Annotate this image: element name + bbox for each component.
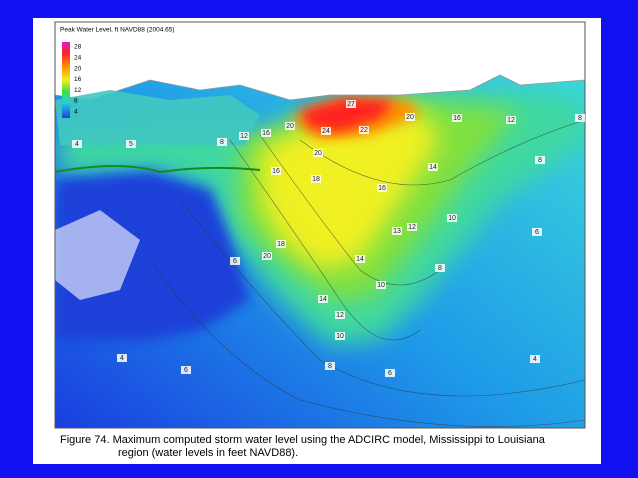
caption: region (water levels in feet NAVD88).	[118, 447, 298, 459]
contour-label: 16	[378, 185, 386, 192]
label-box	[532, 228, 542, 236]
contour-label: 6	[233, 258, 237, 265]
label-box	[376, 281, 386, 289]
label-box	[117, 354, 127, 362]
label-box	[428, 163, 438, 171]
label-box	[262, 252, 272, 260]
contour-label: 16	[453, 115, 461, 122]
contour-label: 18	[277, 241, 285, 248]
contour-label: 12	[240, 133, 248, 140]
label-box	[325, 362, 335, 370]
lake	[55, 90, 260, 145]
label-box	[405, 113, 415, 121]
contour-label: 14	[356, 256, 364, 263]
label-box	[359, 126, 369, 134]
legend-tick-label: 8	[74, 98, 78, 105]
coastline-road	[55, 165, 261, 174]
contour-label: 20	[286, 123, 294, 130]
contour-label: 6	[388, 370, 392, 377]
contour-label: 5	[129, 141, 133, 148]
label-box	[276, 240, 286, 248]
label-box	[385, 369, 395, 377]
label-box	[72, 140, 82, 148]
legend: 28 24 20 16 12 8 4	[74, 44, 82, 116]
label-box	[535, 156, 545, 164]
contour-label: 12	[408, 224, 416, 231]
contour-label: 8	[578, 115, 582, 122]
label-box	[271, 167, 281, 175]
label-box	[377, 184, 387, 192]
contour-label: 24	[322, 128, 330, 135]
contour-label: 18	[312, 176, 320, 183]
label-box	[506, 116, 516, 124]
legend-title: Peak Water Level, ft NAVD88 (2004.65)	[60, 27, 175, 34]
land-sw	[55, 210, 140, 300]
caption: Figure 74. Maximum computed storm water …	[60, 434, 546, 446]
label-box	[407, 223, 417, 231]
label-box	[346, 100, 356, 108]
contour-label: 8	[220, 139, 224, 146]
label-box	[126, 140, 136, 148]
legend-tick-label: 24	[74, 55, 82, 62]
label-box	[181, 366, 191, 374]
legend-tick-label: 12	[74, 87, 82, 94]
surge-peak	[300, 98, 395, 132]
label-box	[447, 214, 457, 222]
label-box	[217, 138, 227, 146]
contour-label: 4	[120, 355, 124, 362]
contour-label: 14	[319, 296, 327, 303]
contour-label: 27	[347, 101, 355, 108]
contour-label: 4	[533, 356, 537, 363]
legend-tick-label: 4	[74, 109, 78, 116]
contour-label: 16	[262, 130, 270, 137]
label-box	[230, 257, 240, 265]
surge-high	[260, 110, 440, 270]
label-box	[321, 127, 331, 135]
label-box	[335, 332, 345, 340]
contour-label: 12	[336, 312, 344, 319]
label-box	[335, 311, 345, 319]
label-box	[435, 264, 445, 272]
contour-label: 16	[272, 168, 280, 175]
label-box	[575, 114, 585, 122]
map-frame	[54, 21, 586, 429]
legend-tick-label: 28	[74, 44, 82, 51]
label-box	[239, 132, 249, 140]
contour-label: 13	[393, 228, 401, 235]
contour-label: 10	[377, 282, 385, 289]
label-box	[311, 175, 321, 183]
legend-tick-label: 20	[74, 65, 82, 72]
contour-label: 8	[538, 157, 542, 164]
contour-label: 22	[360, 127, 368, 134]
label-box	[261, 129, 271, 137]
legend-bar	[62, 42, 70, 118]
contour-label: 6	[184, 367, 188, 374]
label-box	[392, 227, 402, 235]
label-box	[318, 295, 328, 303]
contour-label: 8	[328, 363, 332, 370]
contour-label: 10	[448, 215, 456, 222]
contour-label: 20	[314, 150, 322, 157]
contour-label: 20	[406, 114, 414, 121]
contour-label: 12	[507, 117, 515, 124]
contour-labels: 4 5 8 12 16 20 27 24 22 20 16 12 8 8 20 16 18 16 14 10 12 13 1…	[72, 100, 585, 377]
label-box	[355, 255, 365, 263]
contour-label: 10	[336, 333, 344, 340]
legend-tick-label: 16	[74, 76, 82, 83]
label-box	[530, 355, 540, 363]
label-box	[313, 149, 323, 157]
label-box	[452, 114, 462, 122]
contour-label: 20	[263, 253, 271, 260]
contour-label: 6	[535, 229, 539, 236]
map	[55, 22, 585, 428]
contour-label: 14	[429, 164, 437, 171]
contour-label: 8	[438, 265, 442, 272]
label-box	[285, 122, 295, 130]
contour-label: 4	[75, 141, 79, 148]
